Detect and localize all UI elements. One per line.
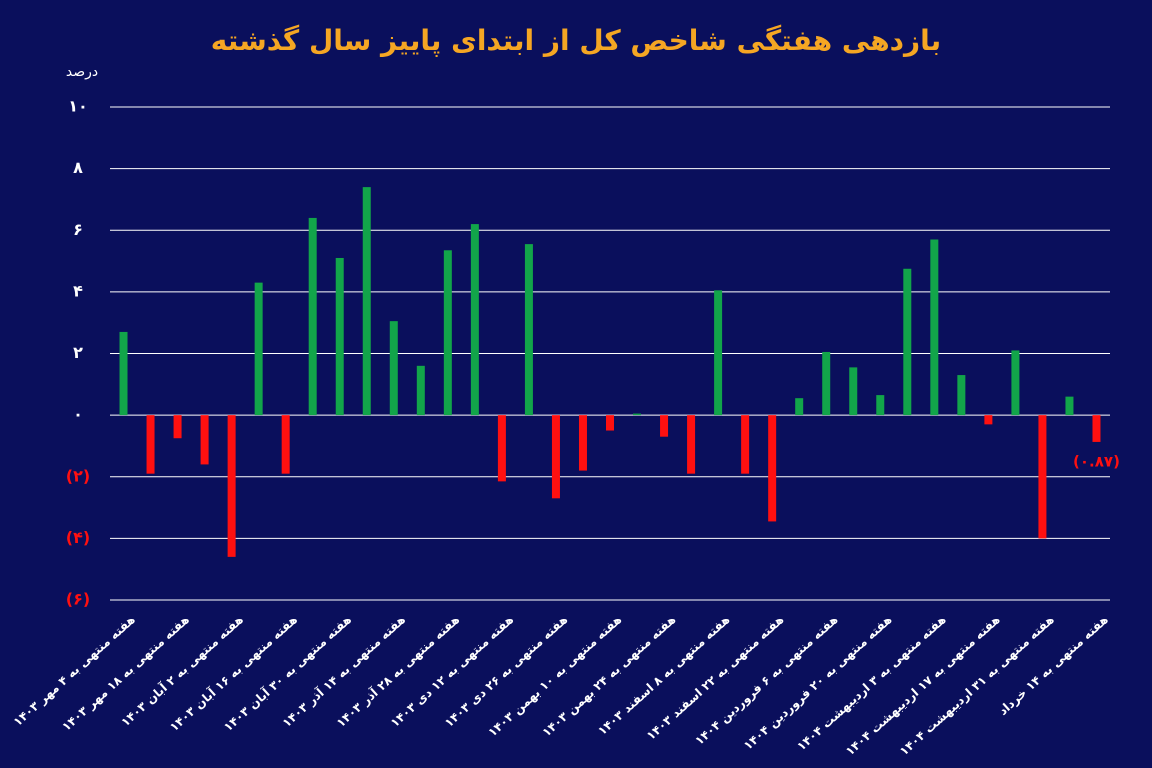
bar xyxy=(254,282,263,416)
y-tick-label: (۲) xyxy=(66,466,90,485)
y-tick-label: ۴ xyxy=(73,281,83,300)
bar xyxy=(173,415,182,439)
bar xyxy=(389,321,398,416)
bar xyxy=(876,395,885,416)
bar xyxy=(497,415,506,482)
bar xyxy=(335,257,344,416)
bar xyxy=(1038,415,1047,539)
y-tick-label: ۶ xyxy=(73,220,83,239)
y-tick-label: ۰ xyxy=(73,405,83,424)
bar xyxy=(227,415,236,557)
bar xyxy=(714,290,723,416)
bar xyxy=(119,331,128,416)
bar xyxy=(578,415,587,471)
y-tick-label: (۶) xyxy=(66,590,90,609)
bar xyxy=(146,415,155,474)
y-tick-label: ۸ xyxy=(73,158,83,177)
bar xyxy=(660,415,669,437)
bar xyxy=(741,415,750,474)
bar xyxy=(957,375,966,416)
y-tick-label: ۲ xyxy=(73,343,83,362)
bar xyxy=(470,224,479,416)
chart-title: بازدهی هفتگی شاخص کل از ابتدای پاییز سال… xyxy=(211,24,941,57)
bar xyxy=(200,415,209,465)
bar xyxy=(524,244,533,416)
bar xyxy=(551,415,560,499)
bar xyxy=(1065,396,1074,416)
bar xyxy=(984,415,993,425)
bar xyxy=(930,239,939,416)
y-axis-label: درصد xyxy=(66,64,98,80)
bar xyxy=(687,415,696,474)
bar xyxy=(606,415,614,431)
bar xyxy=(768,415,777,522)
y-tick-label: ۱۰ xyxy=(68,97,88,116)
bar xyxy=(416,365,425,416)
bar xyxy=(1092,415,1101,442)
bar xyxy=(633,413,642,416)
y-tick-label: (۴) xyxy=(66,528,90,547)
bar xyxy=(362,187,371,416)
bar xyxy=(443,250,452,416)
bar xyxy=(822,351,831,416)
bar xyxy=(903,268,912,416)
bar xyxy=(795,398,804,416)
data-label: (۰.۸۷) xyxy=(1073,452,1120,470)
bar xyxy=(1011,350,1020,416)
bar xyxy=(308,217,317,416)
bar xyxy=(849,367,858,416)
bar xyxy=(281,415,290,474)
